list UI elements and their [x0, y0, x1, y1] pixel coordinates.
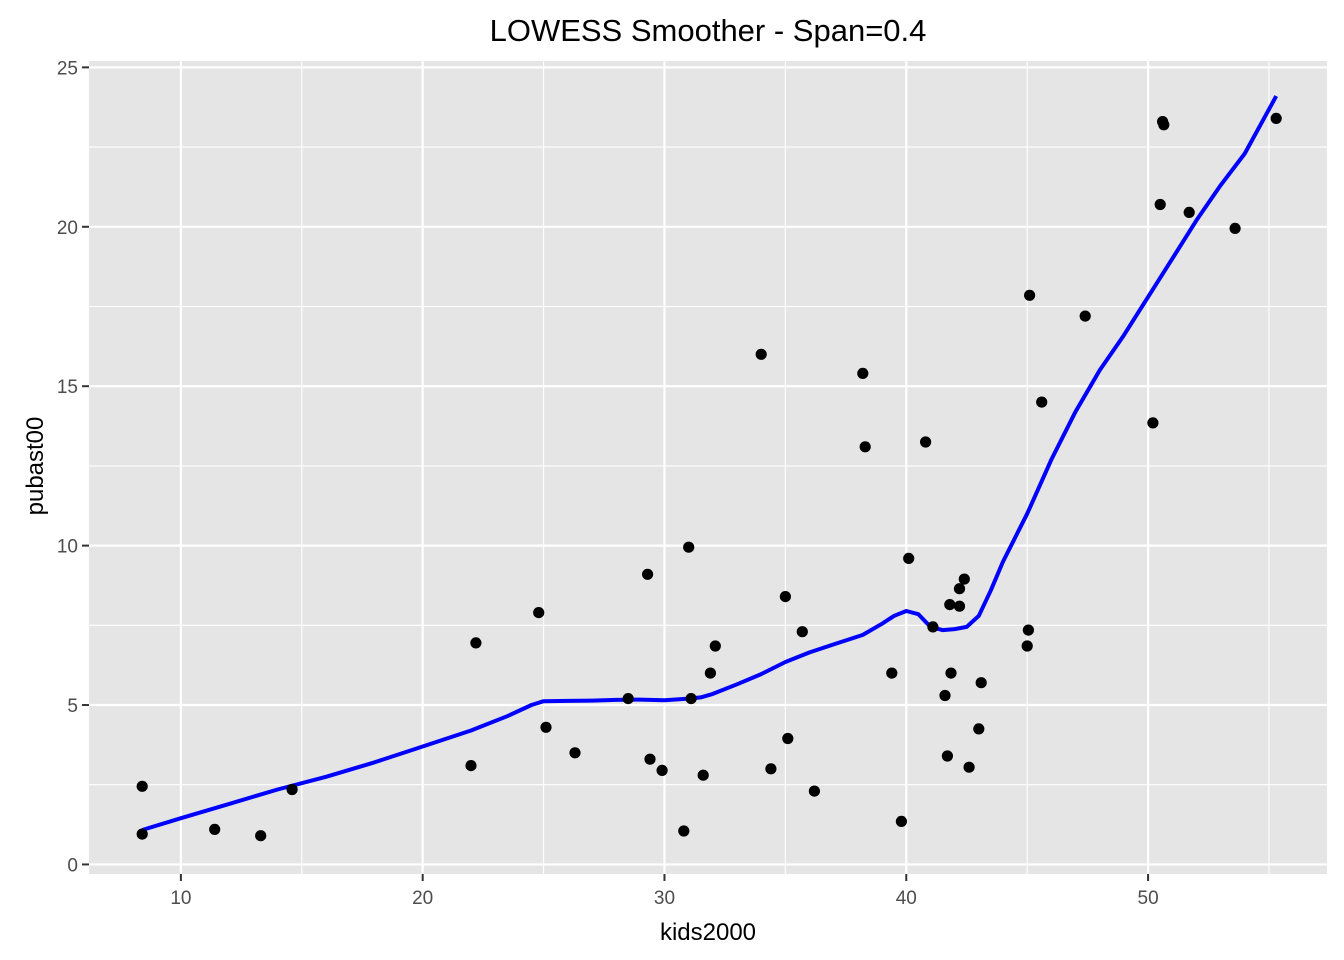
data-point	[1024, 289, 1036, 301]
data-point	[953, 583, 966, 595]
data-point	[859, 441, 871, 453]
data-point	[927, 621, 939, 633]
data-point	[136, 828, 148, 840]
data-point	[975, 677, 987, 689]
data-point	[944, 599, 956, 611]
data-point	[470, 637, 482, 649]
data-point	[895, 815, 908, 828]
data-point	[963, 761, 975, 773]
data-point	[255, 830, 267, 842]
x-axis-title: kids2000	[660, 919, 756, 946]
data-point	[286, 783, 298, 796]
data-point	[779, 591, 792, 603]
y-tick-label: 25	[57, 58, 78, 79]
chart-title: LOWESS Smoother - Span=0.4	[490, 13, 927, 48]
data-point	[796, 626, 808, 638]
y-tick-label: 15	[57, 377, 78, 398]
data-point	[540, 721, 552, 733]
data-point	[644, 753, 656, 765]
data-point	[136, 780, 148, 792]
data-point	[1079, 310, 1091, 322]
data-point	[1154, 198, 1166, 211]
data-point	[886, 667, 898, 679]
x-tick-label: 20	[412, 888, 433, 909]
data-point	[755, 348, 767, 360]
data-point	[939, 689, 951, 702]
major-gridlines	[89, 61, 1327, 874]
data-point	[533, 607, 545, 619]
data-point	[903, 552, 915, 565]
data-point	[697, 769, 709, 781]
data-point	[1147, 417, 1159, 429]
data-point	[941, 750, 954, 762]
x-tick-label: 30	[654, 888, 675, 909]
data-point	[808, 785, 821, 797]
x-tick-label: 50	[1138, 888, 1159, 909]
x-tick-label: 10	[170, 888, 191, 909]
x-tick-label: 40	[896, 888, 917, 909]
lowess-line	[141, 95, 1278, 832]
data-point	[1036, 396, 1048, 408]
y-tick-label: 20	[57, 218, 78, 239]
y-axis-title: pubast00	[22, 417, 49, 516]
data-point	[683, 541, 695, 553]
data-point	[1158, 119, 1170, 131]
y-tick-label: 0	[67, 855, 78, 876]
data-point	[209, 823, 221, 836]
data-point	[569, 747, 581, 759]
data-point	[920, 436, 932, 448]
data-point	[622, 693, 634, 705]
data-point	[782, 732, 794, 745]
data-point	[945, 667, 957, 679]
data-point	[709, 640, 721, 652]
data-point	[465, 760, 477, 772]
data-point	[704, 667, 717, 679]
data-point	[765, 763, 777, 775]
data-point	[1229, 222, 1241, 234]
data-point	[642, 568, 654, 580]
data-points-layer	[136, 112, 1282, 842]
plot-panel	[89, 61, 1327, 874]
data-point	[656, 764, 668, 777]
y-tick-label: 10	[57, 537, 78, 558]
y-tick-label: 5	[67, 696, 78, 717]
x-axis: 10 20 30 40 50	[170, 874, 1159, 909]
data-point	[958, 573, 970, 585]
data-point	[973, 723, 985, 735]
data-point	[953, 600, 966, 612]
data-point	[1021, 640, 1033, 652]
data-point	[1022, 624, 1034, 636]
data-point	[1270, 112, 1282, 124]
data-point	[857, 367, 869, 379]
lowess-line-layer	[141, 95, 1278, 832]
data-point	[685, 693, 697, 705]
y-axis: 0 5 10 15 20 25	[57, 58, 89, 876]
data-point	[1183, 206, 1195, 218]
data-point	[678, 825, 690, 837]
